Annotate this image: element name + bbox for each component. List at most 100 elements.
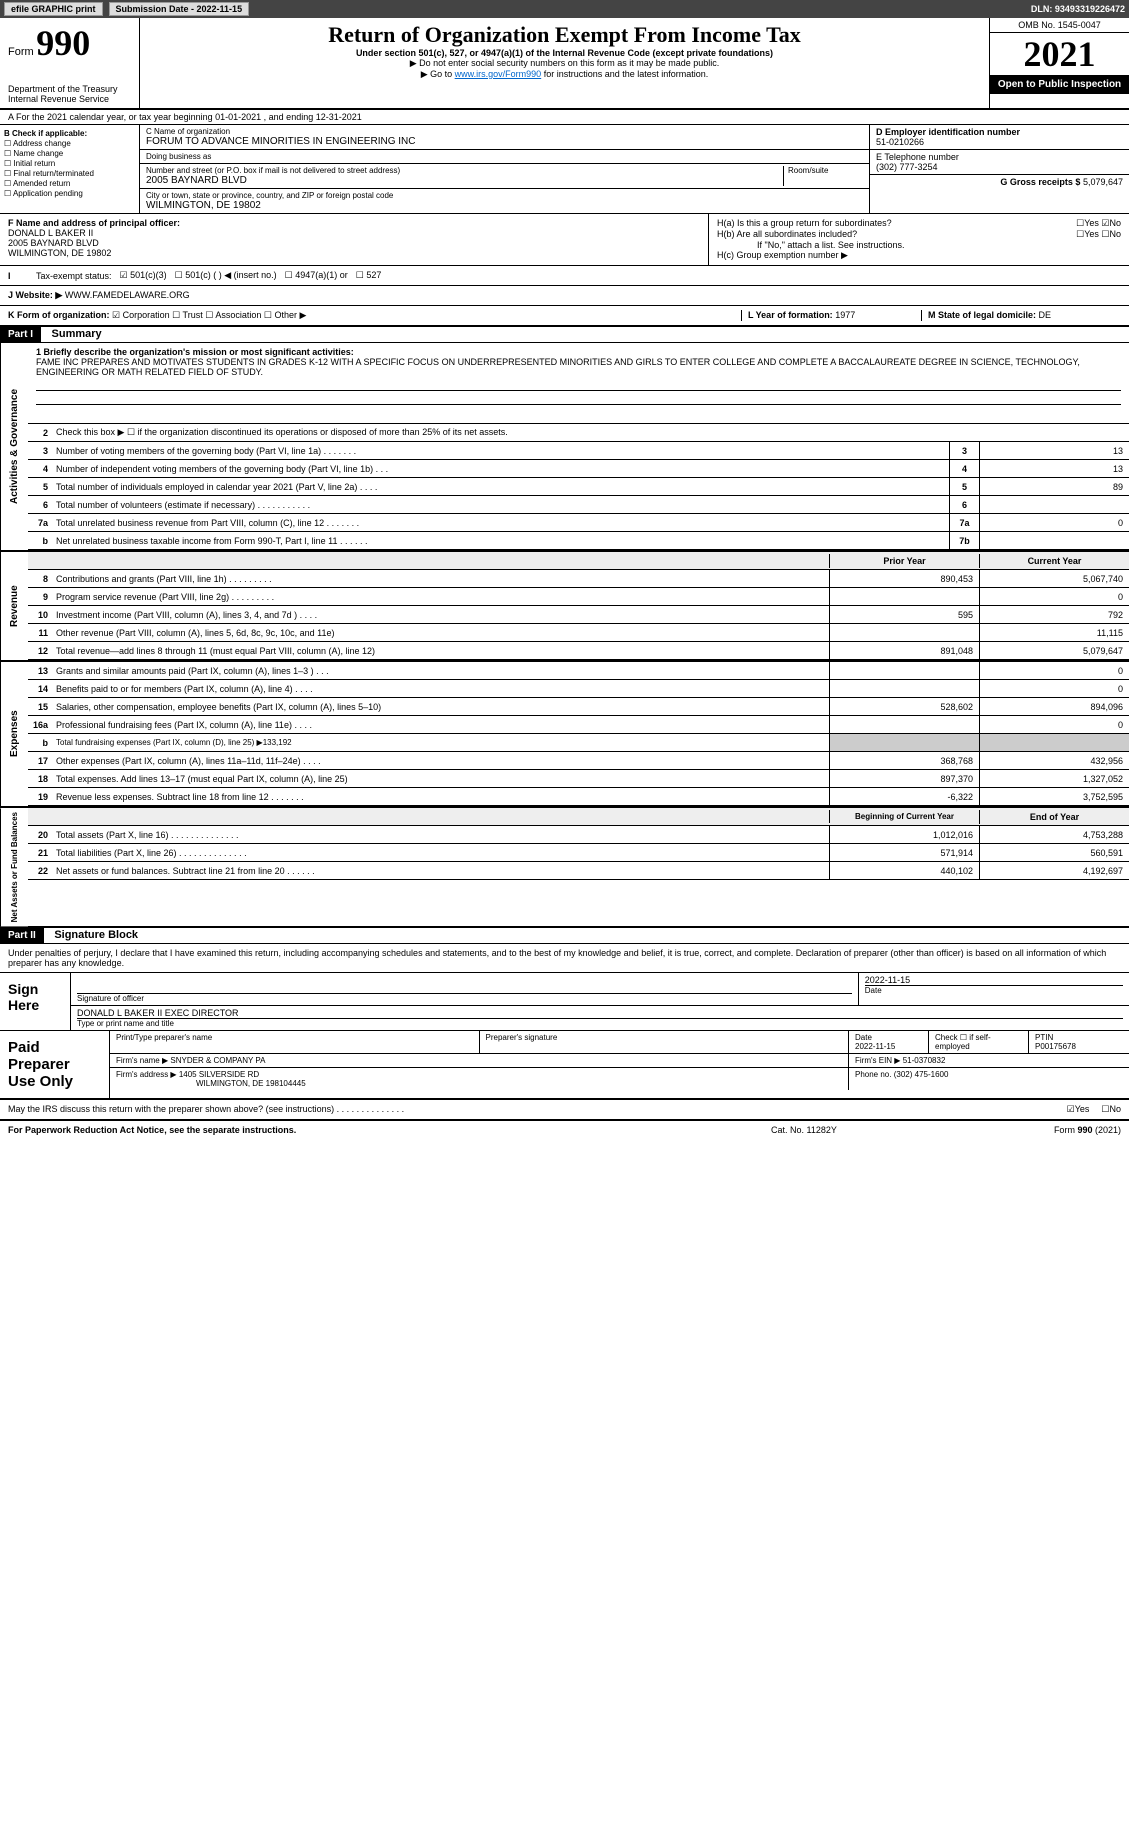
sign-here-block: Sign Here Signature of officer 2022-11-1… xyxy=(0,973,1129,1031)
summary-line: 16aProfessional fundraising fees (Part I… xyxy=(28,716,1129,734)
org-name: FORUM TO ADVANCE MINORITIES IN ENGINEERI… xyxy=(146,136,863,147)
chk-initial-return[interactable]: ☐ Initial return xyxy=(4,159,135,168)
officer-label: F Name and address of principal officer: xyxy=(8,218,700,228)
website-value: WWW.FAMEDELAWARE.ORG xyxy=(65,290,190,300)
current-year-header: Current Year xyxy=(979,554,1129,568)
chk-527[interactable]: ☐ 527 xyxy=(356,270,382,281)
form-footer: Form 990 (2021) xyxy=(971,1125,1121,1135)
governance-label: Activities & Governance xyxy=(0,343,28,550)
section-b-c-d: B Check if applicable: ☐ Address change … xyxy=(0,125,1129,214)
summary-line: 3Number of voting members of the governi… xyxy=(28,442,1129,460)
cat-number: Cat. No. 11282Y xyxy=(771,1125,971,1135)
street-address: 2005 BAYNARD BLVD xyxy=(146,175,783,186)
summary-line: 4Number of independent voting members of… xyxy=(28,460,1129,478)
chk-name-change[interactable]: ☐ Name change xyxy=(4,149,135,158)
prep-date: 2022-11-15 xyxy=(855,1042,922,1051)
section-b: B Check if applicable: ☐ Address change … xyxy=(0,125,140,213)
chk-4947[interactable]: ☐ 4947(a)(1) or xyxy=(285,270,348,281)
prep-sig-label: Preparer's signature xyxy=(480,1031,850,1053)
dba-label: Doing business as xyxy=(146,152,863,161)
omb-number: OMB No. 1545-0047 xyxy=(990,18,1129,33)
line-a: A For the 2021 calendar year, or tax yea… xyxy=(0,110,1129,125)
section-f-h: F Name and address of principal officer:… xyxy=(0,214,1129,266)
mission-block: 1 Briefly describe the organization's mi… xyxy=(28,343,1129,424)
prep-name-label: Print/Type preparer's name xyxy=(110,1031,480,1053)
city-state-zip: WILMINGTON, DE 19802 xyxy=(146,200,863,211)
section-c: C Name of organization FORUM TO ADVANCE … xyxy=(140,125,869,213)
summary-line: 8Contributions and grants (Part VIII, li… xyxy=(28,570,1129,588)
netassets-section: Net Assets or Fund Balances Beginning of… xyxy=(0,808,1129,928)
form-number: 990 xyxy=(36,23,90,63)
officer-typed-name: DONALD L BAKER II EXEC DIRECTOR xyxy=(77,1008,1123,1018)
summary-line: 21Total liabilities (Part X, line 26) . … xyxy=(28,844,1129,862)
chk-final-return[interactable]: ☐ Final return/terminated xyxy=(4,169,135,178)
line-j: J Website: ▶ WWW.FAMEDELAWARE.ORG xyxy=(0,286,1129,306)
firm-phone: (302) 475-1600 xyxy=(894,1070,949,1079)
ptin-value: P00175678 xyxy=(1035,1042,1123,1051)
chk-application-pending[interactable]: ☐ Application pending xyxy=(4,189,135,198)
city-label: City or town, state or province, country… xyxy=(146,191,863,200)
form-title: Return of Organization Exempt From Incom… xyxy=(144,22,985,48)
summary-line: 7aTotal unrelated business revenue from … xyxy=(28,514,1129,532)
section-b-label: B Check if applicable: xyxy=(4,129,135,138)
netassets-label: Net Assets or Fund Balances xyxy=(0,808,28,926)
mission-text: FAME INC PREPARES AND MOTIVATES STUDENTS… xyxy=(36,357,1121,377)
ein-label: D Employer identification number xyxy=(876,127,1123,137)
officer-name: DONALD L BAKER II xyxy=(8,228,700,238)
section-f: F Name and address of principal officer:… xyxy=(0,214,709,265)
summary-line: 6Total number of volunteers (estimate if… xyxy=(28,496,1129,514)
summary-line: 10Investment income (Part VIII, column (… xyxy=(28,606,1129,624)
officer-addr1: 2005 BAYNARD BLVD xyxy=(8,238,700,248)
org-name-label: C Name of organization xyxy=(146,127,863,136)
phone-value: (302) 777-3254 xyxy=(876,162,1123,172)
chk-corporation[interactable]: ☑ Corporation xyxy=(112,310,170,320)
discuss-line: May the IRS discuss this return with the… xyxy=(0,1100,1129,1121)
sig-date: 2022-11-15 xyxy=(865,975,1123,985)
expenses-section: Expenses 13Grants and similar amounts pa… xyxy=(0,662,1129,808)
dln: DLN: 93493319226472 xyxy=(1031,4,1125,14)
chk-association[interactable]: ☐ Association xyxy=(205,310,261,320)
hb-note: If "No," attach a list. See instructions… xyxy=(717,240,1121,250)
revenue-section: Revenue Prior Year Current Year 8Contrib… xyxy=(0,552,1129,662)
irs-link[interactable]: www.irs.gov/Form990 xyxy=(455,69,542,79)
sign-here-label: Sign Here xyxy=(0,973,70,1030)
chk-address-change[interactable]: ☐ Address change xyxy=(4,139,135,148)
declaration-text: Under penalties of perjury, I declare th… xyxy=(0,944,1129,973)
firm-name: SNYDER & COMPANY PA xyxy=(170,1056,265,1065)
public-inspection: Open to Public Inspection xyxy=(990,75,1129,94)
section-h: H(a) Is this a group return for subordin… xyxy=(709,214,1129,265)
ssn-warning: ▶ Do not enter social security numbers o… xyxy=(144,58,985,69)
part2-header: Part II Signature Block xyxy=(0,928,1129,944)
chk-amended-return[interactable]: ☐ Amended return xyxy=(4,179,135,188)
chk-other[interactable]: ☐ Other ▶ xyxy=(264,310,307,320)
paid-preparer-block: Paid Preparer Use Only Print/Type prepar… xyxy=(0,1031,1129,1100)
governance-section: Activities & Governance 1 Briefly descri… xyxy=(0,343,1129,552)
efile-badge: efile GRAPHIC print xyxy=(4,2,103,16)
year-formation: 1977 xyxy=(835,310,855,320)
gross-label: G Gross receipts $ xyxy=(1000,177,1080,187)
summary-line: bTotal fundraising expenses (Part IX, co… xyxy=(28,734,1129,752)
date-label: Date xyxy=(865,985,1123,995)
self-employed-chk[interactable]: Check ☐ if self-employed xyxy=(929,1031,1029,1053)
chk-501c3[interactable]: ☑ 501(c)(3) xyxy=(120,270,167,281)
begin-year-header: Beginning of Current Year xyxy=(829,810,979,823)
instructions-link-line: ▶ Go to www.irs.gov/Form990 for instruct… xyxy=(144,69,985,80)
summary-line: bNet unrelated business taxable income f… xyxy=(28,532,1129,550)
hb-label: H(b) Are all subordinates included? xyxy=(717,229,857,240)
end-year-header: End of Year xyxy=(979,810,1129,824)
discuss-yes[interactable]: ☑Yes xyxy=(1067,1104,1090,1115)
ha-label: H(a) Is this a group return for subordin… xyxy=(717,218,892,229)
topbar: efile GRAPHIC print Submission Date - 20… xyxy=(0,0,1129,18)
firm-addr2: WILMINGTON, DE 198104445 xyxy=(196,1079,306,1088)
summary-line: 15Salaries, other compensation, employee… xyxy=(28,698,1129,716)
sig-officer-label: Signature of officer xyxy=(77,993,852,1003)
paid-preparer-label: Paid Preparer Use Only xyxy=(0,1031,110,1098)
submission-date: Submission Date - 2022-11-15 xyxy=(109,2,250,16)
discuss-no[interactable]: ☐No xyxy=(1101,1104,1121,1115)
phone-label: E Telephone number xyxy=(876,152,1123,162)
dept-treasury: Department of the Treasury xyxy=(8,84,131,94)
chk-501c[interactable]: ☐ 501(c) ( ) ◀ (insert no.) xyxy=(175,270,277,281)
summary-line: 19Revenue less expenses. Subtract line 1… xyxy=(28,788,1129,806)
chk-trust[interactable]: ☐ Trust xyxy=(172,310,203,320)
paperwork-notice: For Paperwork Reduction Act Notice, see … xyxy=(8,1125,771,1135)
